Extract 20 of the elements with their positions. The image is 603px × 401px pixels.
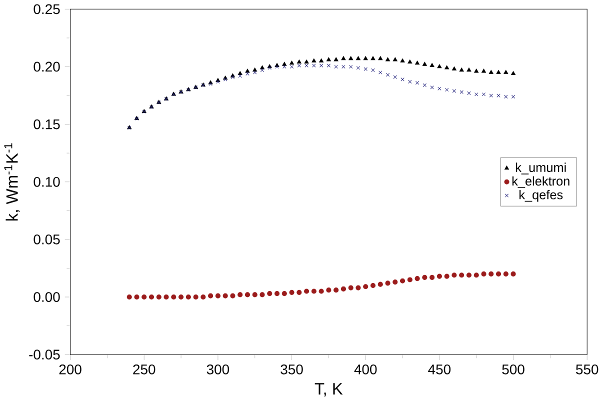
x-tick-label: 500: [502, 364, 524, 374]
y-tick-label: 0.20: [34, 62, 60, 72]
y-tick-label: 0.00: [34, 292, 60, 302]
x-tick-label: 550: [576, 364, 598, 374]
legend-label: k_elektron: [512, 176, 570, 188]
x-tick-label: 450: [428, 364, 451, 374]
x-tick-label: 350: [280, 364, 303, 374]
y-tick-label: 0.15: [34, 119, 60, 130]
x-tick-label: 250: [133, 364, 156, 374]
y-tick-label: -0.05: [29, 350, 60, 360]
x-tick-label: 200: [59, 364, 82, 374]
y-axis-title: k, Wm$^{-1}$K$^{-1}$: [4, 143, 20, 221]
legend-label: k_umumi: [516, 162, 566, 175]
x-axis-title: T, K: [314, 383, 343, 397]
x-tick-label: 400: [354, 364, 377, 374]
y-tick-label: 0.10: [34, 177, 60, 187]
legend-label: k_qefes: [519, 190, 563, 202]
y-tick-label: 0.25: [34, 4, 60, 14]
x-tick-label: 300: [206, 364, 230, 374]
y-tick-label: 0.05: [34, 234, 60, 244]
